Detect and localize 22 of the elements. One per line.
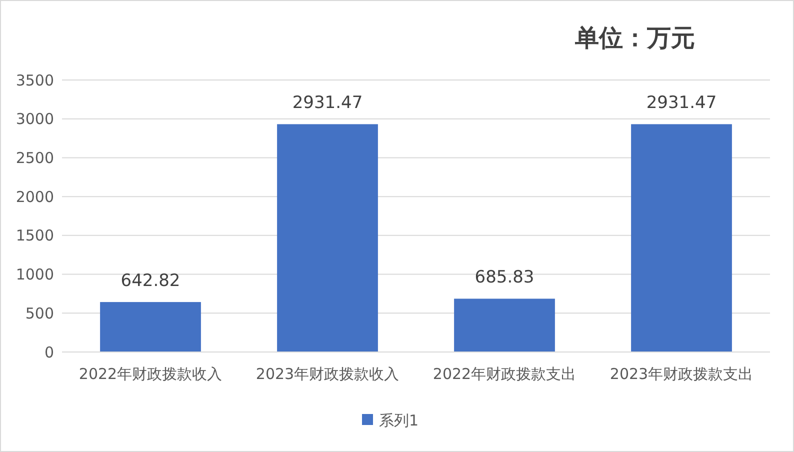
y-tick-label: 3000	[16, 110, 54, 128]
x-tick-label: 2023年财政拨款收入	[256, 365, 400, 383]
y-tick-label: 3500	[16, 71, 54, 90]
bar	[100, 302, 201, 352]
data-label: 642.82	[120, 271, 180, 292]
bar	[277, 124, 378, 352]
y-tick-label: 500	[25, 304, 54, 322]
x-tick-label: 2023年财政拨款支出	[610, 365, 754, 383]
y-tick-label: 0	[44, 343, 54, 362]
x-tick-label: 2022年财政拨款收入	[78, 365, 222, 383]
data-label: 2931.47	[646, 93, 717, 114]
y-tick-label: 1500	[16, 226, 54, 245]
legend-label: 系列1	[379, 411, 419, 430]
y-tick-label: 1000	[16, 266, 54, 284]
data-label: 685.83	[474, 268, 534, 288]
bar	[631, 124, 732, 352]
bar	[454, 298, 555, 352]
y-tick-label: 2500	[16, 148, 54, 167]
y-tick-label: 2000	[16, 188, 54, 206]
x-tick-label: 2022年财政拨款支出	[432, 365, 576, 383]
data-label: 2931.47	[292, 93, 363, 114]
chart-title: 单位：万元	[574, 24, 695, 52]
